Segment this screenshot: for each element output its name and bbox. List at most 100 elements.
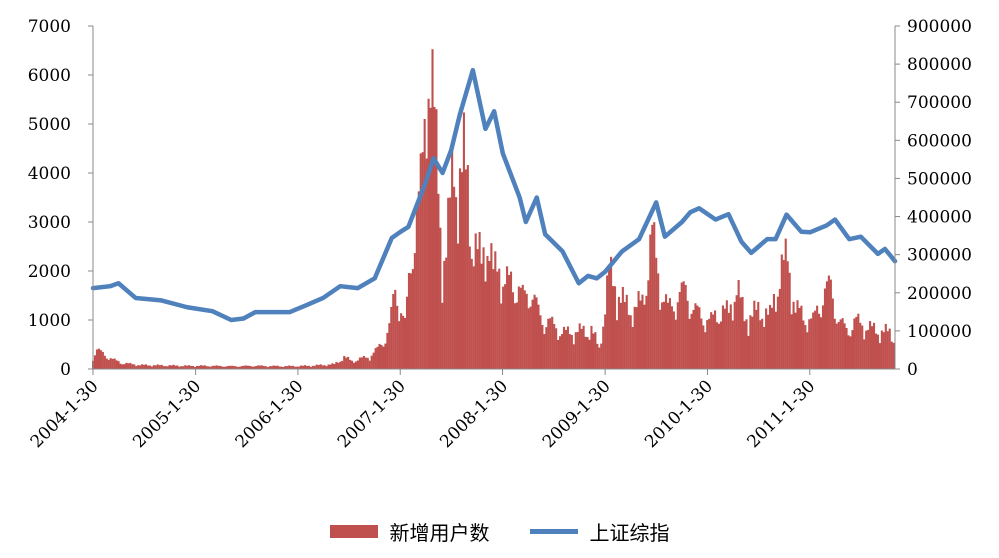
right-tick-label: 900000 (907, 17, 972, 37)
bar (800, 305, 803, 369)
left-tick-label: 0 (60, 360, 71, 380)
bar (411, 269, 414, 369)
bar (767, 314, 770, 369)
bar (127, 363, 130, 369)
bar (376, 346, 379, 369)
bar (203, 365, 206, 369)
bar (492, 269, 495, 369)
bar (615, 320, 619, 369)
bar (93, 355, 97, 369)
x-tick-label: 2004-1-30 (27, 376, 103, 452)
bar (566, 326, 569, 369)
bar (676, 302, 679, 369)
bar (533, 294, 536, 369)
bar (215, 365, 218, 369)
bar (174, 365, 177, 369)
bar (303, 365, 307, 369)
legend-swatch-line (529, 528, 578, 534)
bar (578, 323, 581, 369)
bar (843, 323, 846, 369)
bar (101, 351, 104, 369)
x-tick-label: 2009-1-30 (539, 376, 615, 452)
bar (466, 165, 469, 369)
bar (427, 98, 430, 369)
bar (772, 293, 775, 369)
bar (276, 365, 279, 369)
bar (456, 243, 460, 369)
bar (207, 366, 210, 369)
bar (684, 285, 687, 369)
bar (880, 330, 883, 369)
bar (863, 339, 866, 369)
bar (821, 305, 825, 369)
bar (692, 309, 695, 369)
bar (121, 364, 124, 369)
bar (133, 364, 136, 369)
bar (613, 286, 617, 369)
bar (498, 268, 501, 369)
bar (392, 293, 395, 369)
bar (400, 313, 403, 369)
bar (354, 361, 358, 369)
bar (374, 348, 377, 369)
bar (197, 365, 201, 369)
bar (356, 360, 359, 369)
bar (564, 329, 567, 369)
bar (372, 352, 375, 369)
bar (829, 279, 832, 369)
bar (725, 300, 728, 369)
bar (682, 281, 685, 369)
bar (818, 313, 821, 369)
right-tick-label: 500000 (907, 169, 972, 189)
bar (294, 366, 297, 369)
bar (606, 275, 609, 369)
bar (886, 331, 889, 369)
bar (490, 243, 493, 369)
bar (716, 322, 719, 369)
bar (784, 238, 787, 369)
x-tick-label: 2007-1-30 (334, 376, 410, 452)
bar (237, 366, 240, 369)
bar (686, 300, 689, 369)
bar (576, 332, 579, 369)
bar (339, 361, 342, 369)
bar (135, 366, 138, 369)
combo-chart: 0 1000 2000 3000 4000 5000 6000 7000 0 100000 2000… (27, 17, 972, 452)
bar (560, 334, 564, 369)
bar (874, 333, 878, 369)
bar (794, 312, 797, 369)
bar (405, 296, 409, 369)
bar (494, 251, 497, 369)
bar (643, 304, 646, 369)
bar (390, 306, 393, 369)
bar (250, 366, 254, 369)
bar (162, 366, 165, 369)
bar (745, 319, 748, 369)
bar (792, 301, 795, 369)
bar (182, 366, 185, 369)
bar (439, 227, 442, 369)
bar (460, 172, 463, 369)
bar (509, 271, 513, 369)
bar (437, 193, 440, 369)
bar (714, 310, 717, 369)
bar (708, 318, 711, 369)
bar (192, 365, 195, 369)
left-tick-label: 2000 (28, 262, 71, 282)
bar (178, 366, 181, 369)
bar (105, 358, 108, 369)
bar (645, 295, 648, 369)
bar (196, 365, 199, 369)
bar (252, 366, 255, 369)
bar (154, 365, 157, 369)
bar (688, 318, 691, 369)
bar (749, 315, 752, 369)
bar (333, 364, 336, 369)
bar (323, 365, 326, 369)
bar (584, 336, 587, 369)
bar (217, 365, 220, 369)
bar (871, 326, 874, 369)
bar (629, 315, 632, 369)
bar (292, 365, 295, 369)
bar (739, 297, 742, 369)
